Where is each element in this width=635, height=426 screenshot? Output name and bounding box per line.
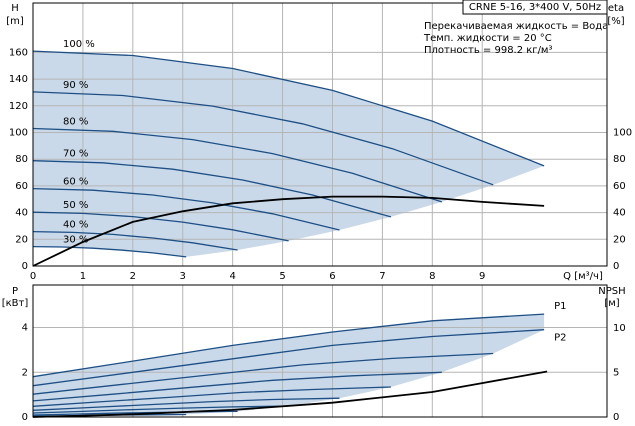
curve (32, 50, 545, 167)
y-axis-title: H (11, 3, 19, 14)
curve-label: P1 (554, 301, 566, 312)
x-axis-title: Q [м³/ч] (563, 271, 603, 282)
operating-region (33, 51, 545, 257)
curve (32, 371, 442, 402)
x-tick-label: 5 (279, 271, 285, 282)
y-tick-label: 80 (15, 154, 28, 165)
x-tick-label: 1 (80, 271, 86, 282)
curve-label: 100 % (63, 39, 95, 50)
y2-axis-unit: [м] (604, 298, 619, 309)
curve (32, 397, 340, 411)
x-tick-label: 0 (30, 271, 36, 282)
curve (32, 329, 545, 387)
y2-axis-title: NPSH (598, 286, 625, 297)
x-tick-label: 7 (379, 271, 385, 282)
x-tick-label: 3 (180, 271, 186, 282)
chart-title: CRNE 5-16, 3*400 V, 50Hz (469, 2, 601, 13)
y2-axis-unit: [%] (607, 16, 624, 27)
y-tick-label: 0 (22, 261, 28, 272)
y2-axis-title: eta (608, 3, 624, 14)
curve (32, 405, 289, 414)
y-tick-label: 2 (22, 367, 28, 378)
y2-tick-label: 100 (613, 127, 632, 138)
curve-label: 60 % (63, 177, 88, 188)
y-tick-label: 40 (15, 208, 28, 219)
curve (32, 313, 545, 378)
curve (32, 211, 289, 242)
y-tick-label: 100 (9, 127, 28, 138)
y-axis-unit: [кВт] (2, 298, 29, 309)
curve (32, 230, 238, 251)
y-axis-title: P (12, 286, 18, 297)
y-tick-label: 4 (22, 323, 28, 334)
y2-tick-label: 0 (613, 261, 619, 272)
y2-tick-label: 5 (613, 367, 619, 378)
y2-tick-label: 10 (613, 323, 626, 334)
y2-tick-label: 60 (613, 181, 626, 192)
y-tick-label: 120 (9, 101, 28, 112)
efficiency-curve (32, 195, 545, 267)
y-axis-unit: [m] (6, 16, 24, 27)
annotation: Темп. жидкости = 20 °C (423, 33, 552, 44)
y2-tick-label: 20 (613, 234, 626, 245)
y2-tick-label: 80 (613, 154, 626, 165)
plot-border (32, 284, 608, 418)
curve (32, 187, 340, 231)
annotation: Плотность = 998.2 кг/м³ (424, 45, 553, 56)
x-tick-label: 8 (429, 271, 435, 282)
efficiency-curve (32, 370, 548, 418)
y-tick-label: 0 (22, 412, 28, 423)
x-tick-label: 4 (229, 271, 235, 282)
plot-border (32, 2, 608, 267)
curve (32, 352, 494, 395)
x-tick-label: 6 (329, 271, 335, 282)
y-tick-label: 60 (15, 181, 28, 192)
curve-label: 40 % (63, 220, 88, 231)
x-tick-label: 9 (479, 271, 485, 282)
y-tick-label: 160 (9, 47, 28, 58)
y2-tick-label: 0 (613, 412, 619, 423)
curve-label: 70 % (63, 149, 88, 160)
curve-label: 90 % (63, 80, 88, 91)
y-tick-label: 20 (15, 234, 28, 245)
curve-label: P2 (554, 333, 566, 344)
y2-tick-label: 40 (613, 208, 626, 219)
y-tick-label: 140 (9, 74, 28, 85)
annotation: Перекачиваемая жидкость = Вода (424, 21, 608, 32)
curve (32, 245, 187, 258)
x-tick-label: 2 (130, 271, 136, 282)
curve (32, 127, 442, 203)
curve-label: 50 % (63, 200, 88, 211)
title-box (462, 0, 608, 15)
curve (32, 160, 392, 218)
curve-label: 80 % (63, 116, 88, 127)
curve (32, 386, 391, 407)
curve (32, 91, 494, 186)
curve-label: 30 % (63, 235, 88, 246)
